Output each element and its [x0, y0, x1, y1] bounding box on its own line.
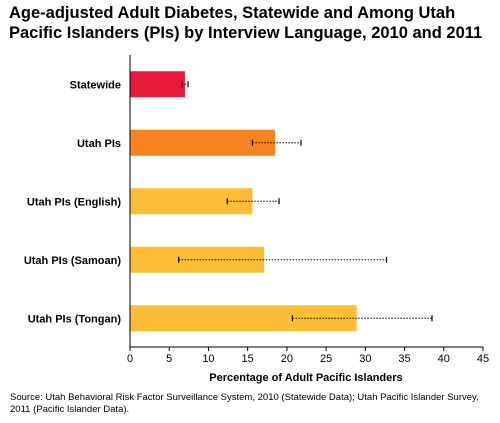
x-tick-label: 15: [242, 353, 254, 365]
bar: [130, 188, 253, 215]
x-tick-label: 45: [477, 353, 489, 365]
chart-title: Age-adjusted Adult Diabetes, Statewide a…: [9, 4, 483, 42]
category-label: Statewide: [70, 79, 121, 91]
x-tick-label: 5: [166, 353, 172, 365]
x-tick-label: 10: [202, 353, 214, 365]
bar: [130, 71, 185, 98]
bar: [130, 305, 357, 332]
category-label: Utah PIs (English): [27, 196, 121, 208]
x-tick-label: 30: [359, 353, 371, 365]
x-tick-label: 25: [320, 353, 332, 365]
x-axis-title: Percentage of Adult Pacific Islanders: [209, 372, 402, 384]
x-tick-label: 0: [127, 353, 133, 365]
axes-layer: Statewide Utah PIs Utah PIs (English) Utah …: [24, 55, 489, 365]
category-label: Utah PIs (Tongan): [28, 313, 122, 325]
x-tick-label: 40: [438, 353, 450, 365]
category-label: Utah PIs (Samoan): [24, 255, 122, 267]
error-bars-layer: [178, 81, 433, 322]
x-tick-label: 20: [281, 353, 293, 365]
category-label: Utah PIs: [77, 138, 121, 150]
x-tick-label: 35: [398, 353, 410, 365]
source-note: Source: Utah Behavioral Risk Factor Surv…: [10, 392, 479, 415]
bar: [130, 129, 276, 156]
